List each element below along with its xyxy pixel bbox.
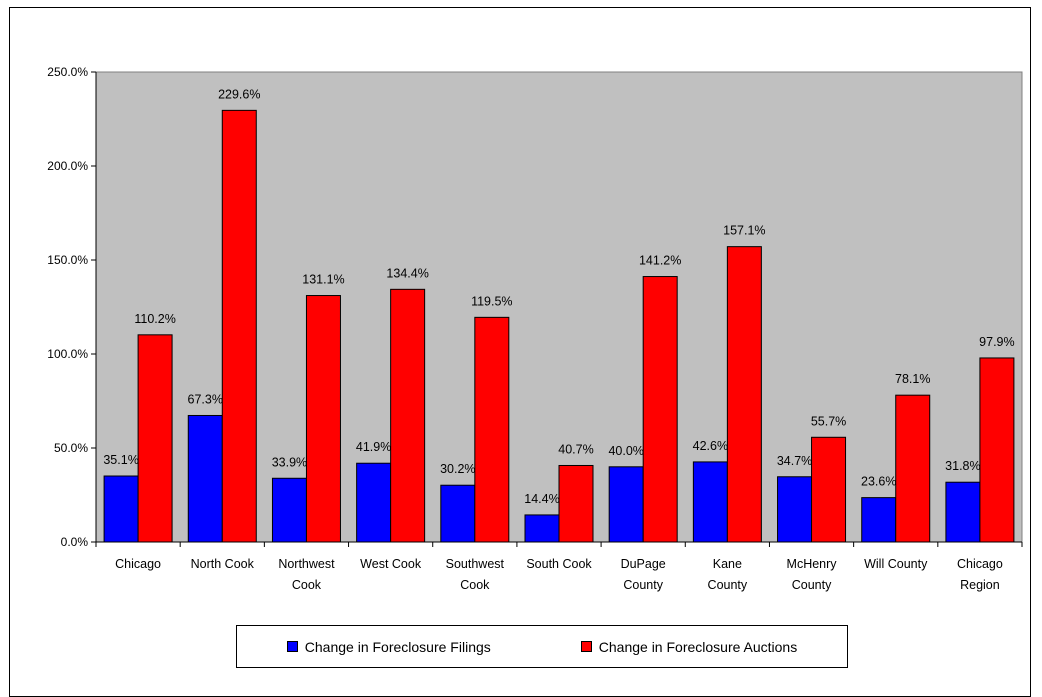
data-label-filings: 34.7% [777, 454, 812, 468]
bar-filings [103, 475, 139, 543]
data-label-auctions: 40.7% [558, 442, 593, 456]
x-category-label: Cook [292, 578, 322, 592]
legend-item-auctions: Change in Foreclosure Auctions [580, 638, 798, 655]
y-tick-label: 250.0% [47, 65, 88, 79]
bar-auctions [305, 295, 341, 543]
bar-filings [861, 497, 897, 543]
data-label-auctions: 131.1% [302, 273, 344, 287]
data-label-auctions: 55.7% [811, 414, 846, 428]
x-category-label: South Cook [526, 557, 592, 571]
data-label-auctions: 134.4% [386, 266, 428, 280]
bar-filings [692, 461, 728, 543]
data-label-filings: 14.4% [524, 492, 559, 506]
data-label-auctions: 119.5% [471, 294, 512, 308]
bar-auctions [979, 357, 1015, 543]
legend-item-filings: Change in Foreclosure Filings [286, 638, 491, 655]
bar-auctions [474, 316, 510, 543]
x-category-label: West Cook [360, 557, 422, 571]
x-category-label: DuPage [621, 557, 666, 571]
data-label-filings: 35.1% [103, 453, 138, 467]
x-category-label: Chicago [957, 557, 1003, 571]
bar-filings [440, 484, 476, 543]
y-tick-label: 100.0% [47, 347, 88, 361]
bar-auctions [137, 334, 173, 543]
bar-auctions [221, 109, 257, 543]
bar-filings [356, 462, 392, 543]
y-tick-label: 50.0% [54, 441, 88, 455]
bar-filings [608, 466, 644, 543]
bar-filings [271, 477, 307, 543]
legend: Change in Foreclosure Filings Change in … [236, 625, 848, 668]
bar-auctions [390, 288, 426, 543]
bar-filings [187, 414, 223, 543]
data-label-auctions: 229.6% [218, 87, 260, 101]
legend-label-auctions: Change in Foreclosure Auctions [598, 638, 798, 655]
legend-label-filings: Change in Foreclosure Filings [304, 638, 491, 655]
y-tick-label: 0.0% [61, 535, 89, 549]
data-label-filings: 30.2% [440, 462, 475, 476]
bar-auctions [811, 436, 847, 543]
data-label-auctions: 110.2% [134, 312, 175, 326]
data-label-auctions: 78.1% [895, 372, 930, 386]
data-label-filings: 33.9% [272, 455, 307, 469]
x-category-label: County [623, 578, 663, 592]
data-label-filings: 23.6% [861, 475, 896, 489]
bar-filings [524, 514, 560, 543]
data-label-auctions: 141.2% [639, 254, 681, 268]
bar-filings [777, 476, 813, 543]
data-label-filings: 67.3% [188, 392, 223, 406]
x-category-label: Southwest [446, 557, 505, 571]
y-tick-label: 150.0% [47, 253, 88, 267]
bar-auctions [642, 276, 678, 543]
x-category-label: Kane [713, 557, 742, 571]
y-tick-label: 200.0% [47, 159, 88, 173]
x-category-label: Cook [460, 578, 490, 592]
legend-swatch-filings [286, 641, 298, 652]
legend-swatch-auctions [580, 641, 592, 652]
x-category-label: Region [960, 578, 1000, 592]
bar-chart: 0.0% 50.0% 100.0% 150.0% 200.0% 250.0% 35.1% 11… [47, 65, 1023, 592]
x-category-label: County [792, 578, 832, 592]
bar-auctions [558, 464, 594, 543]
data-label-filings: 42.6% [693, 439, 728, 453]
x-category-label: North Cook [191, 557, 255, 571]
data-label-filings: 41.9% [356, 440, 391, 454]
bar-auctions [895, 394, 931, 543]
data-label-auctions: 97.9% [979, 335, 1014, 349]
data-label-filings: 40.0% [608, 444, 643, 458]
x-category-label: Northwest [278, 557, 335, 571]
x-category-label: McHenry [787, 557, 838, 571]
data-label-filings: 31.8% [945, 459, 980, 473]
bar-filings [945, 481, 981, 543]
bar-auctions [726, 246, 762, 543]
x-category-label: Will County [864, 557, 928, 571]
x-category-label: County [708, 578, 748, 592]
data-label-auctions: 157.1% [723, 224, 765, 238]
x-category-label: Chicago [115, 557, 161, 571]
